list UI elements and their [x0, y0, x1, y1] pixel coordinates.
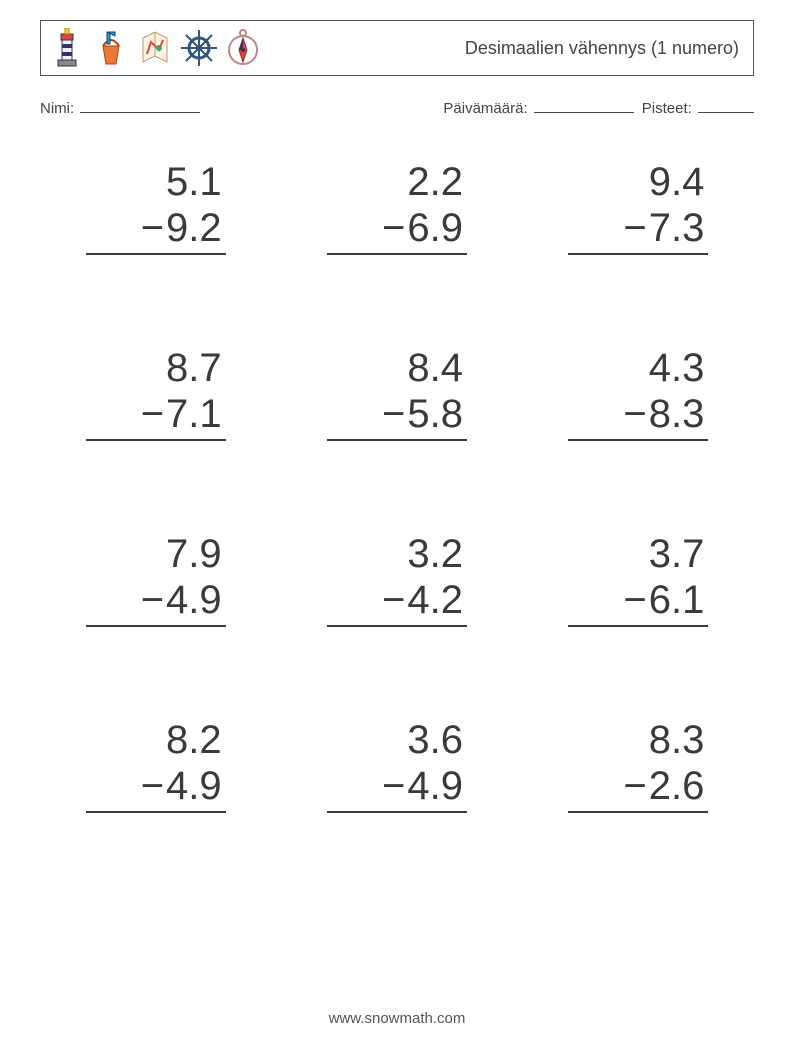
- subtrahend: 7.3: [649, 206, 705, 250]
- subtrahend: 4.2: [407, 578, 463, 622]
- name-label: Nimi:: [40, 100, 74, 117]
- problem: 8.2−4.9: [86, 717, 226, 813]
- subtrahend: 4.9: [407, 764, 463, 808]
- problem: 3.6−4.9: [327, 717, 467, 813]
- problem: 9.4−7.3: [568, 159, 708, 255]
- subtrahend-row: −4.9: [86, 763, 226, 813]
- compass-icon: [225, 28, 261, 68]
- subtrahend-row: −4.2: [327, 577, 467, 627]
- minuend: 5.1: [86, 159, 226, 205]
- footer-url: www.snowmath.com: [0, 1010, 794, 1027]
- subtrahend-row: −7.3: [568, 205, 708, 255]
- score-label: Pisteet:: [642, 100, 692, 117]
- operator: −: [623, 764, 646, 808]
- subtrahend: 6.1: [649, 578, 705, 622]
- score-field: Pisteet:: [642, 98, 754, 117]
- problem: 8.3−2.6: [568, 717, 708, 813]
- subtrahend: 8.3: [649, 392, 705, 436]
- minuend: 3.2: [327, 531, 467, 577]
- subtrahend-row: −6.9: [327, 205, 467, 255]
- minuend: 8.2: [86, 717, 226, 763]
- subtrahend-row: −2.6: [568, 763, 708, 813]
- header-bar: Desimaalien vähennys (1 numero): [40, 20, 754, 76]
- ship-wheel-icon: [181, 28, 217, 68]
- subtrahend: 2.6: [649, 764, 705, 808]
- subtrahend: 5.8: [407, 392, 463, 436]
- subtrahend: 9.2: [166, 206, 222, 250]
- info-line: Nimi: Päivämäärä: Pisteet:: [40, 98, 754, 117]
- subtrahend: 7.1: [166, 392, 222, 436]
- date-label: Päivämäärä:: [443, 100, 527, 117]
- problem: 8.7−7.1: [86, 345, 226, 441]
- subtrahend-row: −8.3: [568, 391, 708, 441]
- worksheet-title: Desimaalien vähennys (1 numero): [465, 38, 739, 59]
- subtrahend-row: −9.2: [86, 205, 226, 255]
- date-field: Päivämäärä:: [443, 98, 633, 117]
- lighthouse-icon: [49, 28, 85, 68]
- operator: −: [382, 206, 405, 250]
- subtrahend-row: −4.9: [327, 763, 467, 813]
- minuend: 3.6: [327, 717, 467, 763]
- problems-grid: 5.1−9.22.2−6.99.4−7.38.7−7.18.4−5.84.3−8…: [40, 159, 754, 813]
- operator: −: [382, 578, 405, 622]
- operator: −: [623, 206, 646, 250]
- subtrahend: 6.9: [407, 206, 463, 250]
- subtrahend-row: −6.1: [568, 577, 708, 627]
- minuend: 9.4: [568, 159, 708, 205]
- minuend: 2.2: [327, 159, 467, 205]
- map-icon: [137, 28, 173, 68]
- operator: −: [141, 206, 164, 250]
- operator: −: [141, 392, 164, 436]
- minuend: 8.7: [86, 345, 226, 391]
- minuend: 4.3: [568, 345, 708, 391]
- worksheet-page: Desimaalien vähennys (1 numero) Nimi: Pä…: [0, 0, 794, 1053]
- header-icon-strip: [49, 28, 261, 68]
- minuend: 7.9: [86, 531, 226, 577]
- operator: −: [382, 764, 405, 808]
- operator: −: [382, 392, 405, 436]
- problem: 2.2−6.9: [327, 159, 467, 255]
- problem: 4.3−8.3: [568, 345, 708, 441]
- problem: 8.4−5.8: [327, 345, 467, 441]
- subtrahend-row: −7.1: [86, 391, 226, 441]
- subtrahend: 4.9: [166, 764, 222, 808]
- operator: −: [623, 578, 646, 622]
- subtrahend: 4.9: [166, 578, 222, 622]
- problem: 5.1−9.2: [86, 159, 226, 255]
- date-blank[interactable]: [534, 98, 634, 113]
- operator: −: [141, 578, 164, 622]
- problem: 3.7−6.1: [568, 531, 708, 627]
- name-blank[interactable]: [80, 98, 200, 113]
- sand-bucket-icon: [93, 28, 129, 68]
- subtrahend-row: −5.8: [327, 391, 467, 441]
- minuend: 8.4: [327, 345, 467, 391]
- minuend: 3.7: [568, 531, 708, 577]
- subtrahend-row: −4.9: [86, 577, 226, 627]
- operator: −: [623, 392, 646, 436]
- problem: 7.9−4.9: [86, 531, 226, 627]
- operator: −: [141, 764, 164, 808]
- problem: 3.2−4.2: [327, 531, 467, 627]
- minuend: 8.3: [568, 717, 708, 763]
- score-blank[interactable]: [698, 98, 754, 113]
- name-field: Nimi:: [40, 98, 443, 117]
